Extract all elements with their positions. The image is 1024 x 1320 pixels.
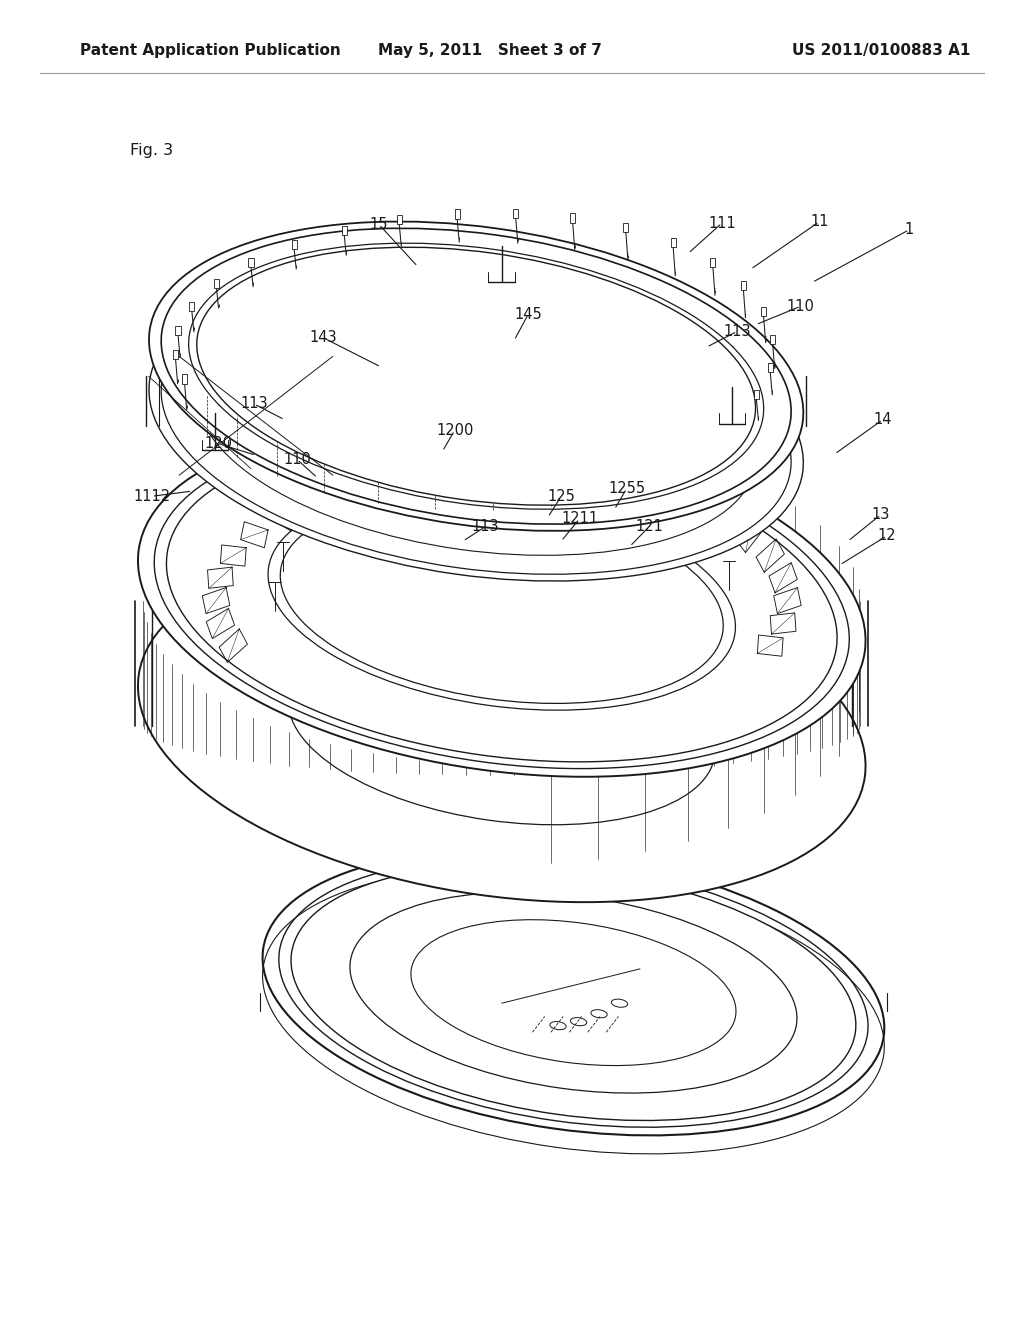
Ellipse shape [148, 222, 804, 531]
Bar [513, 209, 518, 218]
Ellipse shape [197, 297, 756, 556]
Bar [249, 259, 254, 268]
Bar [342, 226, 347, 235]
Ellipse shape [148, 272, 804, 581]
Text: 113: 113 [241, 396, 267, 412]
Text: 143: 143 [310, 330, 337, 346]
Ellipse shape [167, 440, 837, 762]
Text: 1112: 1112 [133, 488, 170, 504]
Text: 113: 113 [472, 519, 499, 535]
Text: 145: 145 [514, 306, 543, 322]
Bar [741, 281, 746, 290]
Bar [770, 335, 775, 345]
Text: 1200: 1200 [436, 422, 473, 438]
Bar [768, 363, 773, 372]
Bar [189, 301, 195, 310]
Text: 120: 120 [204, 436, 232, 451]
Bar [175, 326, 180, 335]
Text: 1255: 1255 [608, 480, 645, 496]
Bar [570, 214, 575, 223]
Text: 12: 12 [878, 528, 896, 544]
Ellipse shape [281, 498, 723, 704]
Text: May 5, 2011   Sheet 3 of 7: May 5, 2011 Sheet 3 of 7 [378, 42, 602, 58]
Text: 110: 110 [786, 298, 815, 314]
Text: 1211: 1211 [561, 511, 598, 527]
Bar [711, 257, 716, 267]
Text: 125: 125 [547, 488, 575, 504]
Text: 11: 11 [810, 214, 828, 230]
Text: 113: 113 [724, 323, 751, 339]
Text: 14: 14 [873, 412, 892, 428]
Ellipse shape [161, 279, 792, 574]
Ellipse shape [350, 892, 797, 1093]
Ellipse shape [197, 247, 756, 506]
Ellipse shape [138, 425, 865, 776]
Bar [671, 238, 676, 247]
Text: Fig. 3: Fig. 3 [130, 143, 173, 157]
Text: 110: 110 [283, 451, 311, 467]
Text: 1: 1 [904, 222, 914, 238]
Ellipse shape [188, 243, 764, 510]
Bar [754, 391, 759, 400]
Bar [292, 240, 297, 249]
Text: 13: 13 [871, 507, 890, 523]
Text: Patent Application Publication: Patent Application Publication [80, 42, 341, 58]
Text: 121: 121 [635, 519, 664, 535]
Ellipse shape [291, 865, 856, 1121]
Ellipse shape [138, 550, 865, 902]
Ellipse shape [279, 858, 868, 1127]
Ellipse shape [155, 433, 849, 768]
Text: 111: 111 [708, 215, 736, 231]
Ellipse shape [411, 920, 736, 1065]
Bar [214, 279, 219, 288]
Bar [624, 223, 629, 232]
Ellipse shape [268, 491, 735, 710]
Text: 15: 15 [370, 216, 388, 232]
Bar [761, 308, 766, 317]
Bar [455, 210, 460, 219]
Bar [173, 350, 178, 359]
Bar [182, 375, 187, 384]
Ellipse shape [262, 850, 885, 1135]
Text: US 2011/0100883 A1: US 2011/0100883 A1 [792, 42, 970, 58]
Bar [396, 215, 401, 224]
Ellipse shape [289, 627, 715, 825]
Ellipse shape [161, 228, 792, 524]
